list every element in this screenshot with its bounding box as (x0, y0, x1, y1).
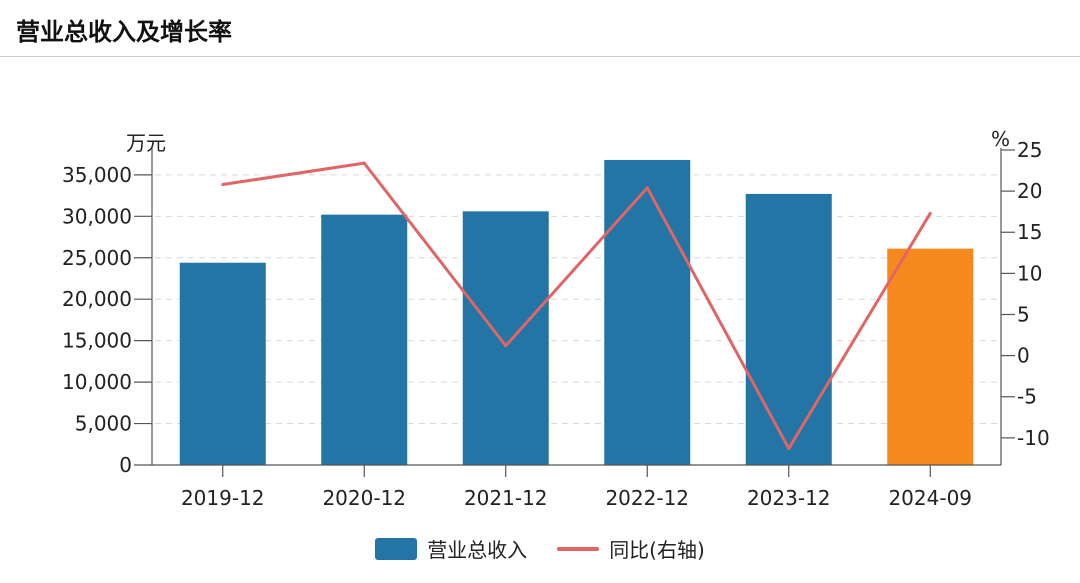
x-tick-label: 2019-12 (181, 486, 265, 510)
left-tick-label: 0 (119, 453, 132, 477)
right-axis-unit-label: % (991, 127, 1011, 151)
right-tick-label: 5 (1017, 302, 1030, 326)
bar-series (179, 159, 974, 465)
left-tick-label: 25,000 (62, 246, 132, 270)
x-tick-label: 2020-12 (322, 486, 406, 510)
legend-label-yoy: 同比(右轴) (609, 538, 705, 562)
bar-2023-12 (745, 193, 832, 465)
line-series (221, 161, 932, 451)
right-tick-label: 10 (1017, 261, 1042, 285)
left-tick-label: 20,000 (62, 287, 132, 311)
left-axis-unit-label: 万元 (126, 131, 166, 155)
yoy-point-2020-12 (362, 161, 366, 165)
left-tick-label: 30,000 (62, 204, 132, 228)
yoy-point-2024-09 (928, 211, 932, 215)
legend-line-swatch (557, 546, 600, 551)
chart-title: 营业总收入及增长率 (16, 18, 232, 46)
x-tick-label: 2022-12 (605, 486, 689, 510)
legend-item-yoy[interactable]: 同比(右轴) (557, 534, 705, 563)
right-tick-label: 15 (1017, 220, 1042, 244)
bar-2020-12 (321, 214, 408, 465)
right-tick-label: 25 (1017, 138, 1042, 162)
legend-item-revenue[interactable]: 营业总收入 (375, 534, 527, 563)
bar-2021-12 (462, 211, 549, 465)
left-tick-label: 15,000 (62, 329, 132, 353)
title-divider (0, 56, 1080, 57)
x-tick-label: 2021-12 (464, 486, 548, 510)
yoy-line (222, 161, 932, 451)
left-tick-label: 5,000 (75, 412, 132, 436)
grid-lines (155, 174, 1000, 425)
legend-label-revenue: 营业总收入 (427, 538, 528, 562)
bar-2024-09 (887, 248, 974, 465)
left-tick-label: 10,000 (62, 370, 132, 394)
x-tick-label: 2024-09 (888, 486, 972, 510)
legend-bar-swatch (375, 537, 418, 560)
bar-2022-12 (604, 159, 691, 465)
left-tick-label: 35,000 (62, 163, 132, 187)
right-tick-label: 20 (1017, 179, 1042, 203)
bar-2019-12 (179, 262, 266, 465)
yoy-point-2022-12 (645, 186, 649, 190)
axes (134, 148, 1015, 477)
yoy-point-2023-12 (787, 447, 791, 451)
yoy-point-2019-12 (221, 183, 225, 187)
right-tick-label: -5 (1017, 385, 1037, 409)
legend: 营业总收入 同比(右轴) (0, 534, 1080, 563)
x-tick-label: 2023-12 (747, 486, 831, 510)
yoy-point-2021-12 (504, 344, 508, 348)
right-tick-label: 0 (1017, 344, 1030, 368)
tick-labels: 0 5,000 10,000 15,000 20,000 25,000 30,000 35,0… (62, 138, 1050, 510)
right-tick-label: -10 (1017, 426, 1050, 450)
